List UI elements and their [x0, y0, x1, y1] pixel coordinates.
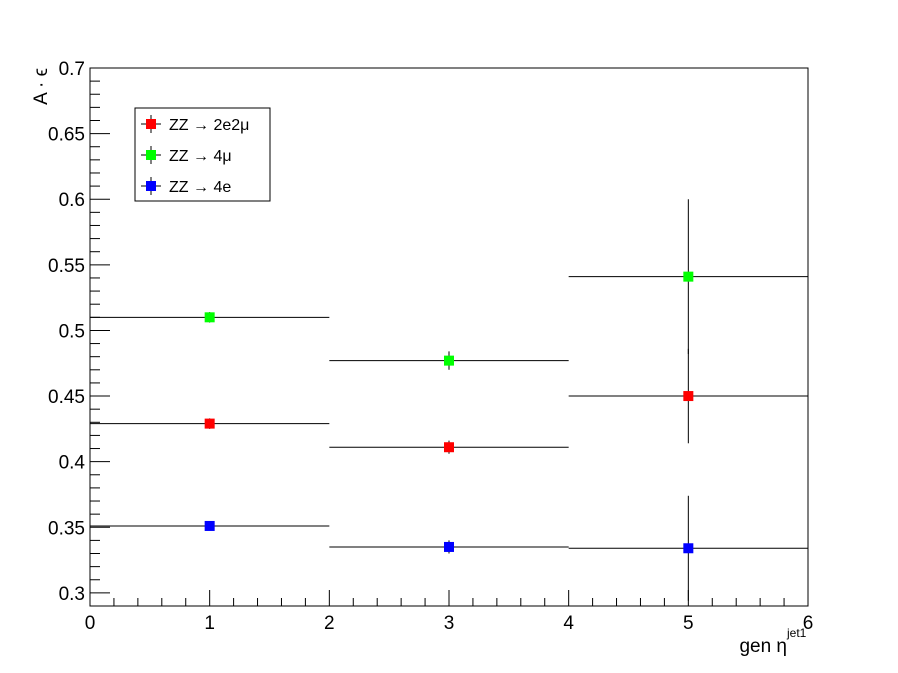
y-tick-label: 0.55	[48, 256, 85, 277]
data-point-marker	[444, 355, 454, 366]
x-tick-label: 5	[683, 613, 694, 634]
legend-marker	[146, 119, 156, 129]
x-axis-tick-labels: 0 1 2 3 4 5 6	[85, 613, 814, 634]
y-axis-title: A · ϵ	[31, 68, 52, 105]
y-tick-label: 0.6	[59, 190, 85, 211]
data-point-marker	[204, 520, 215, 531]
series-2	[90, 495, 808, 601]
data-point-marker	[204, 418, 215, 429]
x-tick-label: 0	[85, 613, 96, 634]
x-tick-label: 6	[803, 613, 814, 634]
x-axis-ticks	[89, 590, 809, 606]
legend-entry: ZZ → 4e	[141, 177, 231, 196]
y-tick-label: 0.4	[59, 453, 86, 474]
x-axis-title-superscript: jet1	[786, 626, 807, 640]
legend-label: ZZ → 4μ	[169, 148, 232, 165]
data-point-marker	[683, 271, 694, 282]
series-0	[90, 348, 808, 454]
x-tick-label: 4	[563, 613, 574, 634]
legend-label: ZZ → 2e2μ	[169, 117, 249, 134]
data-point-marker	[444, 541, 454, 552]
y-axis-ticks	[90, 67, 110, 607]
series-1	[90, 199, 808, 370]
y-tick-label: 0.65	[48, 125, 85, 146]
data-point-marker	[444, 442, 454, 453]
y-tick-label: 0.3	[59, 584, 85, 605]
y-tick-label: 0.7	[59, 59, 85, 80]
legend-entry: ZZ → 2e2μ	[141, 115, 249, 134]
legend: ZZ → 2e2μ ZZ → 4μ ZZ → 4e	[134, 107, 271, 202]
x-axis-title: gen η	[739, 636, 787, 657]
legend-marker	[146, 150, 156, 160]
legend-marker	[146, 181, 156, 191]
y-tick-label: 0.45	[48, 387, 85, 408]
data-point-marker	[683, 391, 694, 402]
x-tick-label: 2	[324, 613, 335, 634]
x-tick-label: 3	[444, 613, 455, 634]
data-series	[90, 199, 808, 601]
legend-label: ZZ → 4e	[169, 179, 231, 196]
y-axis-tick-labels: 0.3 0.35 0.4 0.45 0.5 0.55 0.6 0.65 0.7	[48, 59, 85, 605]
data-point-marker	[683, 543, 694, 554]
y-tick-label: 0.35	[48, 518, 85, 539]
legend-entry: ZZ → 4μ	[141, 146, 232, 165]
x-tick-label: 1	[204, 613, 215, 634]
data-point-marker	[204, 312, 215, 323]
y-tick-label: 0.5	[59, 321, 85, 342]
legend-entries: ZZ → 2e2μ ZZ → 4μ ZZ → 4e	[141, 115, 249, 196]
